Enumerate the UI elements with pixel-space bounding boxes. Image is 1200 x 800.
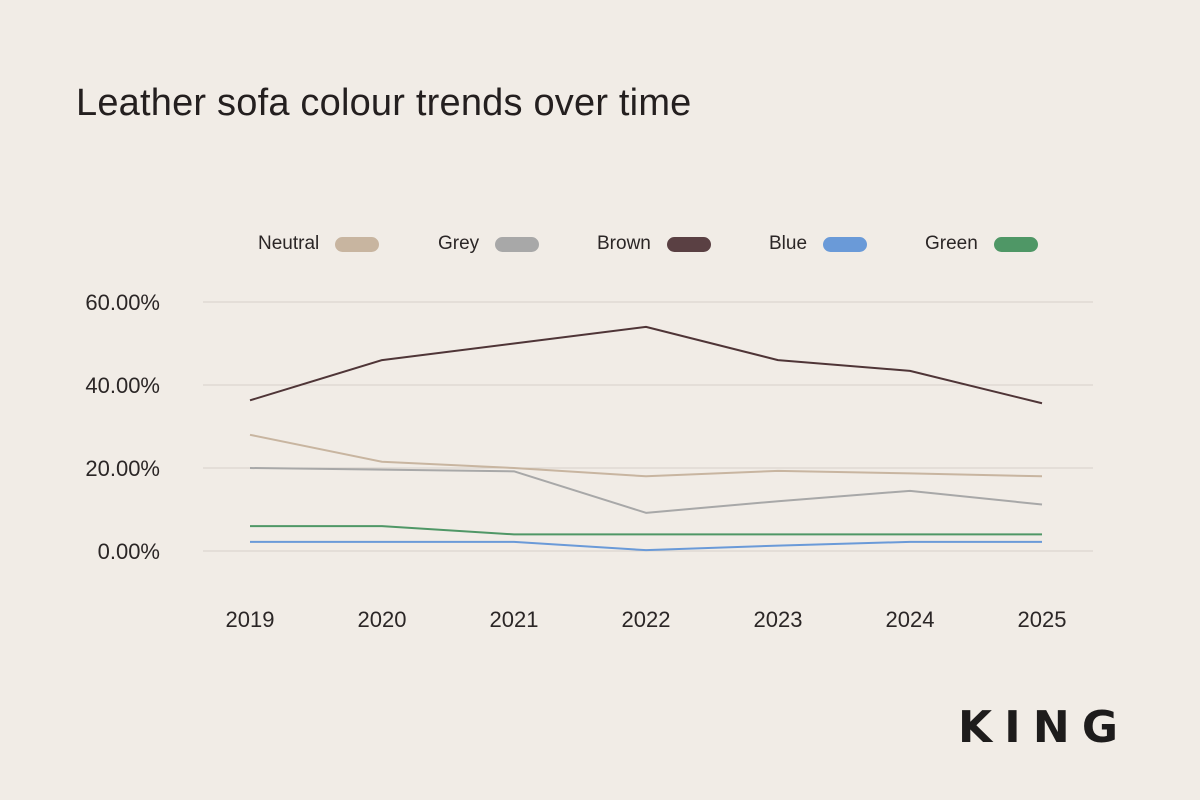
logo-text: KING <box>958 702 1118 748</box>
legend-item-neutral: Neutral <box>258 232 380 256</box>
series-line-neutral <box>249 433 1043 478</box>
legend-label-green: Green <box>925 233 978 254</box>
y-tick-label: 40.00% <box>85 373 160 398</box>
y-tick-label: 60.00% <box>85 290 160 315</box>
x-tick-label: 2024 <box>886 607 935 632</box>
legend-swatch-blue <box>823 236 868 252</box>
legend-item-blue: Blue <box>769 232 868 256</box>
x-tick-label: 2020 <box>358 607 407 632</box>
legend-swatch-brown <box>666 236 711 252</box>
x-axis-ticks: 2019 2020 2021 2022 2023 2024 2025 <box>226 607 1067 632</box>
legend-label-brown: Brown <box>597 233 651 254</box>
grid-lines <box>203 301 1093 552</box>
legend-label-neutral: Neutral <box>258 233 320 254</box>
legend-item-brown: Brown <box>597 232 711 256</box>
y-tick-label: 0.00% <box>98 539 160 564</box>
legend-swatch-neutral <box>335 236 380 252</box>
x-tick-label: 2022 <box>622 607 671 632</box>
legend-label-blue: Blue <box>769 233 808 254</box>
king-logo: KING <box>958 702 1118 748</box>
x-tick-label: 2021 <box>490 607 539 632</box>
y-axis-ticks: 60.00% 40.00% 20.00% 0.00% <box>85 290 160 564</box>
x-tick-label: 2019 <box>226 607 275 632</box>
chart-title: Leather sofa colour trends over time <box>76 82 692 124</box>
y-tick-label: 20.00% <box>85 456 160 481</box>
series-lines <box>249 325 1043 552</box>
legend-swatch-grey <box>495 236 540 252</box>
legend-label-grey: Grey <box>438 233 480 254</box>
legend-item-grey: Grey <box>438 232 540 256</box>
legend-swatch-green <box>993 236 1038 252</box>
x-tick-label: 2023 <box>754 607 803 632</box>
series-line-green <box>250 525 1042 536</box>
x-tick-label: 2025 <box>1018 607 1067 632</box>
series-line-brown <box>249 325 1043 405</box>
legend-item-green: Green <box>925 232 1038 256</box>
series-line-grey <box>249 467 1043 514</box>
series-line-blue <box>250 540 1042 552</box>
